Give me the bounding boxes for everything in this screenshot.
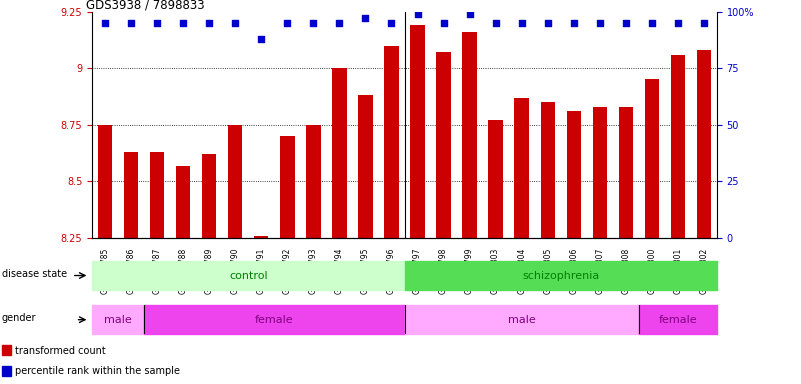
Text: male: male xyxy=(104,314,132,325)
Point xyxy=(255,36,268,42)
Bar xyxy=(541,102,555,238)
Bar xyxy=(92,305,144,334)
Text: schizophrenia: schizophrenia xyxy=(522,270,599,281)
Text: transformed count: transformed count xyxy=(15,346,106,356)
Bar xyxy=(332,68,347,238)
Bar xyxy=(437,52,451,238)
Bar xyxy=(2,345,11,356)
Text: disease state: disease state xyxy=(2,269,67,279)
Text: female: female xyxy=(255,314,294,325)
Bar xyxy=(98,125,112,238)
Point xyxy=(333,20,346,26)
Bar xyxy=(280,136,295,238)
Point xyxy=(463,11,476,17)
Point xyxy=(489,20,502,26)
Point xyxy=(437,20,450,26)
Point xyxy=(698,20,710,26)
Point xyxy=(307,20,320,26)
Point xyxy=(594,20,606,26)
Bar xyxy=(489,120,503,238)
Bar xyxy=(202,154,216,238)
Bar xyxy=(254,236,268,238)
Point xyxy=(411,11,424,17)
Text: percentile rank within the sample: percentile rank within the sample xyxy=(15,366,180,376)
Bar xyxy=(306,125,320,238)
Bar xyxy=(384,46,399,238)
Text: control: control xyxy=(229,270,268,281)
Bar xyxy=(514,98,529,238)
Point xyxy=(567,20,580,26)
Bar xyxy=(566,111,581,238)
Bar xyxy=(670,55,685,238)
Point xyxy=(619,20,632,26)
Text: gender: gender xyxy=(2,313,36,323)
Bar xyxy=(176,166,191,238)
Bar xyxy=(618,107,633,238)
Point xyxy=(177,20,190,26)
Bar xyxy=(645,79,659,238)
Bar xyxy=(150,152,164,238)
Point xyxy=(203,20,215,26)
Text: GDS3938 / 7898833: GDS3938 / 7898833 xyxy=(86,0,204,12)
Text: male: male xyxy=(508,314,536,325)
Point xyxy=(646,20,658,26)
Point xyxy=(541,20,554,26)
Bar xyxy=(92,261,405,290)
Text: female: female xyxy=(658,314,697,325)
Point xyxy=(229,20,242,26)
Point xyxy=(99,20,111,26)
Point xyxy=(515,20,528,26)
Point xyxy=(125,20,138,26)
Bar xyxy=(144,305,405,334)
Point xyxy=(359,15,372,22)
Point xyxy=(671,20,684,26)
Bar xyxy=(358,95,372,238)
Bar xyxy=(405,305,639,334)
Bar xyxy=(593,107,607,238)
Bar xyxy=(462,32,477,238)
Point xyxy=(281,20,294,26)
Point xyxy=(151,20,163,26)
Bar xyxy=(405,261,717,290)
Bar xyxy=(2,366,11,376)
Bar xyxy=(697,50,711,238)
Point xyxy=(385,20,398,26)
Bar xyxy=(228,125,243,238)
Bar xyxy=(410,25,425,238)
Bar xyxy=(124,152,139,238)
Bar xyxy=(639,305,717,334)
